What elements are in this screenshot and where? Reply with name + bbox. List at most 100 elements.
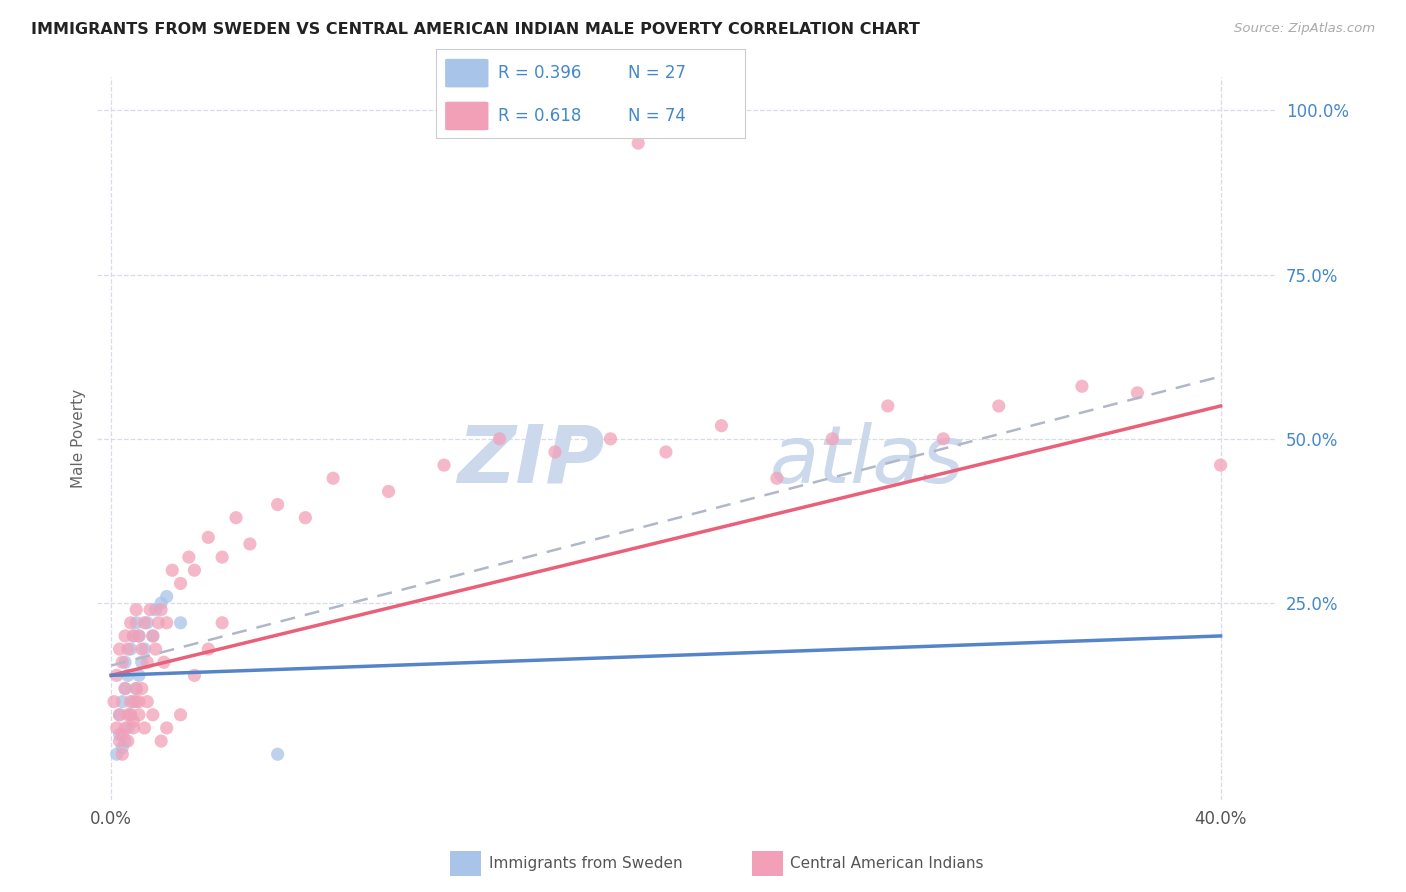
Point xyxy=(134,721,156,735)
Point xyxy=(294,510,316,524)
Point xyxy=(197,642,219,657)
Point xyxy=(145,642,167,657)
Point xyxy=(117,734,139,748)
Point xyxy=(120,695,142,709)
Point xyxy=(169,576,191,591)
Point xyxy=(148,615,170,630)
Point xyxy=(876,399,898,413)
Point xyxy=(488,432,510,446)
Point xyxy=(122,629,145,643)
Point xyxy=(1126,385,1149,400)
Point xyxy=(105,747,128,762)
Point xyxy=(599,432,621,446)
Point xyxy=(225,510,247,524)
Point xyxy=(211,615,233,630)
Point xyxy=(932,432,955,446)
Point xyxy=(103,695,125,709)
Text: N = 74: N = 74 xyxy=(627,107,686,125)
Point xyxy=(108,707,131,722)
Point xyxy=(433,458,456,472)
Point xyxy=(1209,458,1232,472)
Point xyxy=(128,707,150,722)
Point xyxy=(150,602,173,616)
Point xyxy=(128,629,150,643)
Text: N = 27: N = 27 xyxy=(627,64,686,82)
Point xyxy=(136,655,159,669)
Point xyxy=(142,629,165,643)
Point xyxy=(128,629,150,643)
Point xyxy=(125,695,148,709)
Point xyxy=(183,668,205,682)
Point xyxy=(111,695,134,709)
Point xyxy=(105,721,128,735)
Point xyxy=(122,695,145,709)
Point xyxy=(183,563,205,577)
Point xyxy=(162,563,184,577)
Point xyxy=(117,668,139,682)
Point xyxy=(211,550,233,565)
Point xyxy=(117,707,139,722)
Point xyxy=(655,445,678,459)
Point xyxy=(111,740,134,755)
Point xyxy=(156,615,179,630)
Point xyxy=(111,747,134,762)
Point xyxy=(377,484,399,499)
Point xyxy=(169,615,191,630)
FancyBboxPatch shape xyxy=(446,59,488,87)
Point xyxy=(114,681,136,696)
Point xyxy=(114,734,136,748)
Point xyxy=(177,550,200,565)
Point xyxy=(544,445,567,459)
Point xyxy=(987,399,1010,413)
Point xyxy=(114,629,136,643)
Point xyxy=(114,721,136,735)
Text: R = 0.396: R = 0.396 xyxy=(498,64,581,82)
Point xyxy=(108,727,131,741)
Point xyxy=(150,734,173,748)
Point xyxy=(131,681,153,696)
Point xyxy=(120,707,142,722)
Point xyxy=(128,668,150,682)
Point xyxy=(153,655,176,669)
Point xyxy=(145,602,167,616)
Point xyxy=(122,629,145,643)
Text: ZIP: ZIP xyxy=(457,422,605,500)
Point xyxy=(131,655,153,669)
Point xyxy=(111,655,134,669)
Point xyxy=(142,707,165,722)
Point xyxy=(322,471,344,485)
Point xyxy=(766,471,789,485)
Point xyxy=(1071,379,1094,393)
Point xyxy=(125,602,148,616)
Point xyxy=(239,537,262,551)
Point xyxy=(136,695,159,709)
Point xyxy=(114,655,136,669)
Point xyxy=(105,668,128,682)
Point xyxy=(134,615,156,630)
Point xyxy=(266,498,288,512)
Text: IMMIGRANTS FROM SWEDEN VS CENTRAL AMERICAN INDIAN MALE POVERTY CORRELATION CHART: IMMIGRANTS FROM SWEDEN VS CENTRAL AMERIC… xyxy=(31,22,920,37)
Point xyxy=(114,681,136,696)
Text: atlas: atlas xyxy=(769,422,965,500)
Point xyxy=(150,596,173,610)
Point xyxy=(710,418,733,433)
Y-axis label: Male Poverty: Male Poverty xyxy=(72,389,86,489)
Text: Central American Indians: Central American Indians xyxy=(790,856,984,871)
Point xyxy=(125,615,148,630)
Point xyxy=(142,629,165,643)
Point xyxy=(120,615,142,630)
Point xyxy=(136,615,159,630)
Point xyxy=(821,432,844,446)
Point xyxy=(111,727,134,741)
Point xyxy=(117,642,139,657)
Point xyxy=(197,530,219,544)
Point xyxy=(125,681,148,696)
Point xyxy=(117,721,139,735)
Point xyxy=(122,721,145,735)
Point xyxy=(266,747,288,762)
Point xyxy=(108,734,131,748)
Point xyxy=(156,721,179,735)
Text: Source: ZipAtlas.com: Source: ZipAtlas.com xyxy=(1234,22,1375,36)
Point xyxy=(108,707,131,722)
Point xyxy=(125,681,148,696)
